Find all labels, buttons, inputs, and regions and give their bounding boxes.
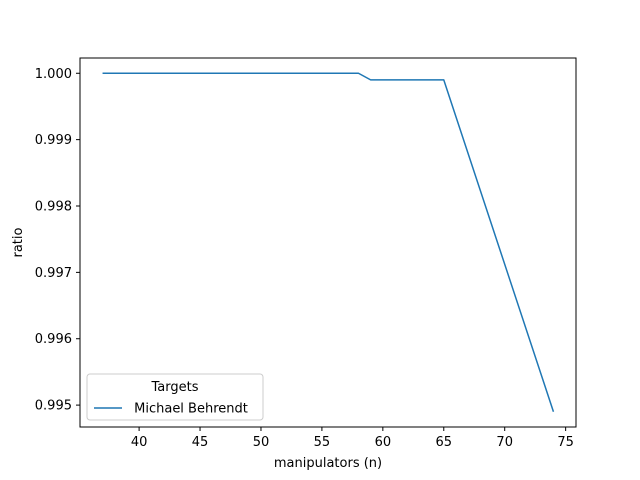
y-tick-label: 1.000 bbox=[35, 67, 72, 82]
x-axis-ticks: 40 45 50 55 60 65 70 75 bbox=[131, 427, 574, 450]
x-tick-label: 60 bbox=[375, 435, 392, 450]
y-axis-ticks: 0.995 0.996 0.997 0.998 0.999 1.000 bbox=[35, 67, 80, 414]
x-axis-label: manipulators (n) bbox=[274, 456, 382, 471]
x-tick-label: 40 bbox=[131, 435, 148, 450]
legend-entry-michael-behrendt: Michael Behrendt bbox=[130, 402, 248, 417]
x-tick-label: 70 bbox=[496, 435, 513, 450]
y-tick-label: 0.996 bbox=[35, 332, 72, 347]
y-tick-label: 0.995 bbox=[35, 399, 72, 414]
series-line-michael-behrendt bbox=[102, 72, 555, 412]
legend-box bbox=[86, 373, 264, 421]
x-tick-label: 45 bbox=[192, 435, 209, 450]
x-tick-label: 55 bbox=[314, 435, 331, 450]
y-axis-label: ratio bbox=[11, 227, 26, 257]
x-tick-label: 75 bbox=[557, 435, 574, 450]
legend: Targets Michael Behrendt bbox=[86, 373, 264, 421]
y-tick-label: 0.997 bbox=[35, 266, 72, 281]
legend-title: Targets bbox=[151, 380, 199, 395]
x-tick-label: 65 bbox=[436, 435, 453, 450]
x-tick-label: 50 bbox=[253, 435, 270, 450]
plot-area-frame bbox=[79, 57, 577, 428]
series-group bbox=[102, 72, 555, 412]
y-tick-label: 0.998 bbox=[35, 199, 72, 214]
y-tick-label: 0.999 bbox=[35, 133, 72, 148]
